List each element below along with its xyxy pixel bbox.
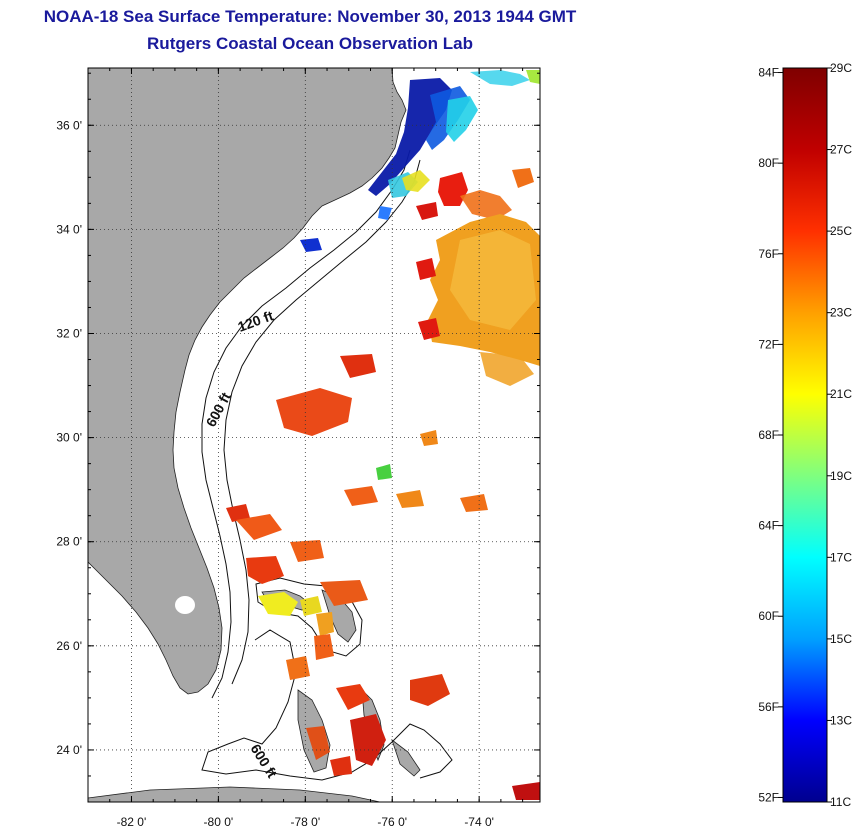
lat-tick-label: 24 0' [56, 743, 82, 757]
contour-bahamas [201, 629, 453, 781]
colorbar-labels: 29C 27C 25C 23C 21C 19C 17C 15C 13C 11C 84F 80F 76F 7… [758, 61, 852, 809]
map-panel: 120 ft 600 ft 600 ft 24 0'26 0'28 0'30 0… [56, 67, 541, 829]
celsius-label: 19C [830, 469, 852, 483]
map-axis-ticks: 24 0' 26 0' 28 0' 30 0' 32 0' 34 0' 36 0' -82 0… [56, 68, 540, 829]
lat-tick-label: 36 0' [56, 118, 82, 132]
lon-tick-label: -74 0' [464, 815, 494, 829]
sst-data-overlay [226, 70, 540, 800]
map-title: NOAA-18 Sea Surface Temperature: Novembe… [43, 7, 577, 26]
fahrenheit-label: 52F [758, 790, 779, 804]
map-subtitle: Rutgers Coastal Ocean Observation Lab [147, 34, 473, 53]
lat-tick-label: 28 0' [56, 535, 82, 549]
map-grid [88, 68, 540, 802]
celsius-label: 23C [830, 306, 852, 320]
colorbar: 29C 27C 25C 23C 21C 19C 17C 15C 13C 11C 84F 80F 76F 7… [758, 61, 852, 809]
fahrenheit-label: 72F [758, 337, 779, 351]
lon-tick-label: -80 0' [204, 815, 234, 829]
map-frame [87, 67, 541, 803]
colorbar-scale [782, 67, 828, 803]
land-exuma [391, 738, 421, 777]
celsius-label: 27C [830, 143, 852, 157]
lon-tick-label: -82 0' [117, 815, 147, 829]
lat-tick-label: 30 0' [56, 431, 82, 445]
celsius-label: 11C [830, 795, 851, 809]
fahrenheit-label: 64F [758, 519, 779, 533]
celsius-label: 13C [830, 713, 852, 727]
celsius-label: 29C [830, 61, 852, 75]
fahrenheit-label: 84F [758, 66, 779, 80]
lat-tick-label: 34 0' [56, 222, 82, 236]
land-mainland [88, 68, 407, 695]
lat-tick-label: 32 0' [56, 326, 82, 340]
contour-600ft [223, 159, 421, 685]
lake-okeechobee [175, 596, 195, 614]
celsius-label: 25C [830, 224, 852, 238]
lat-tick-label: 26 0' [56, 639, 82, 653]
fahrenheit-label: 60F [758, 609, 779, 623]
land-cuba [88, 786, 381, 802]
celsius-label: 21C [830, 387, 852, 401]
celsius-label: 17C [830, 550, 852, 564]
lon-tick-label: -76 0' [377, 815, 407, 829]
fahrenheit-label: 80F [758, 156, 779, 170]
lon-tick-label: -78 0' [290, 815, 320, 829]
celsius-label: 15C [830, 632, 852, 646]
fahrenheit-label: 56F [758, 700, 779, 714]
fahrenheit-label: 76F [758, 247, 779, 261]
contour-120ft [201, 149, 411, 699]
fahrenheit-label: 68F [758, 428, 779, 442]
